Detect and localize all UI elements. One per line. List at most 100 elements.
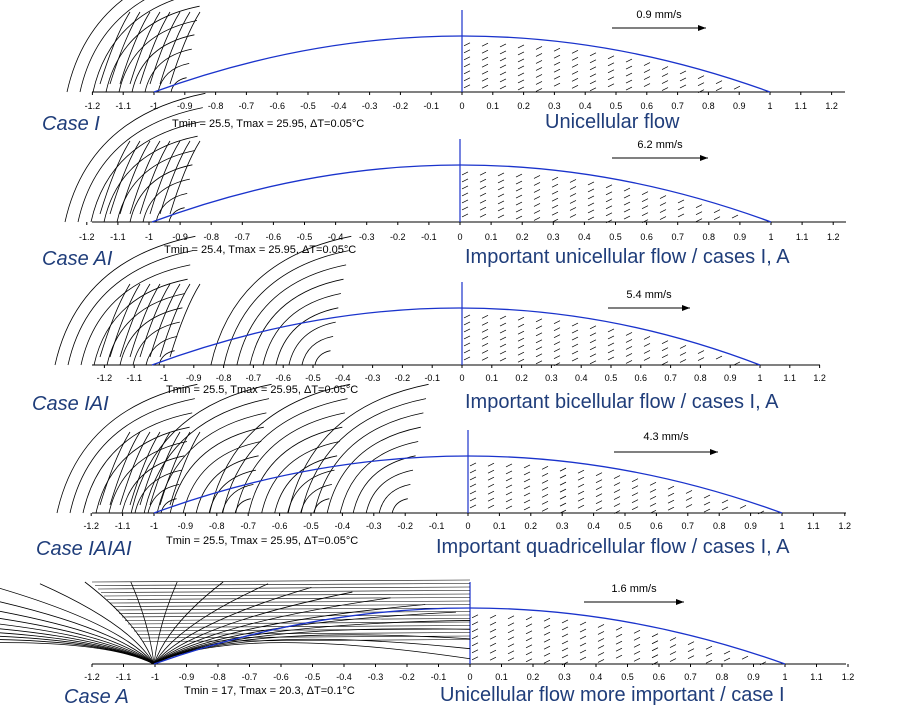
- velocity-vector: [571, 343, 579, 348]
- x-tick-label: 0.8: [716, 672, 729, 682]
- velocity-vector: [543, 631, 551, 636]
- velocity-vector: [461, 185, 469, 190]
- isotherm-line: [300, 398, 427, 514]
- velocity-vector: [481, 314, 489, 319]
- velocity-vector: [479, 199, 487, 204]
- isotherm-line: [99, 140, 131, 215]
- velocity-vector: [535, 67, 543, 71]
- velocity-vector: [533, 217, 541, 221]
- case-label: Case A: [64, 686, 129, 708]
- isotherm-line: [121, 614, 471, 618]
- velocity-field: [463, 42, 741, 93]
- x-tick-label: 1: [768, 232, 773, 242]
- velocity-vector: [499, 43, 507, 48]
- velocity-vector: [461, 213, 469, 218]
- drop-profile-outline: [153, 455, 783, 514]
- isotherm-line: [100, 590, 471, 593]
- panel-5: -1.2 -1.1 -1 -0.9 -0.8 -0.7 -0.6 -0.5 -0.4 -0.3 -0…: [0, 579, 854, 708]
- flow-description-label: Important unicellular flow / cases I, A: [465, 246, 790, 268]
- x-tick-label: -1: [160, 373, 168, 383]
- velocity-vector: [525, 623, 533, 628]
- x-tick-label: 0.3: [548, 101, 561, 111]
- velocity-vector: [481, 77, 489, 82]
- x-tick-label: -0.4: [336, 672, 352, 682]
- velocity-vector: [607, 55, 615, 60]
- velocity-vector: [541, 487, 549, 491]
- velocity-vector: [651, 654, 659, 659]
- velocity-vector: [463, 84, 471, 89]
- velocity-vector: [577, 483, 585, 488]
- velocity-vector: [613, 475, 621, 479]
- velocity-vector: [579, 635, 587, 640]
- velocity-vector: [517, 316, 525, 321]
- x-tick-label: -1.1: [116, 672, 132, 682]
- velocity-vector: [499, 78, 507, 83]
- velocity-vector: [643, 357, 651, 361]
- isotherm-line: [90, 121, 201, 223]
- velocity-vector: [463, 342, 471, 347]
- velocity-vector: [553, 61, 561, 66]
- x-tick-label: 0.3: [545, 373, 558, 383]
- velocity-vector: [463, 49, 471, 54]
- velocity-vector: [589, 360, 597, 365]
- velocity-vector: [615, 654, 623, 659]
- velocity-vector: [481, 63, 489, 68]
- velocity-vector: [615, 633, 623, 638]
- velocity-vector: [517, 65, 525, 70]
- isotherm-line: [235, 412, 345, 514]
- isotherm-line: [153, 620, 471, 665]
- isotherm-line: [149, 140, 181, 215]
- x-tick-label: -0.1: [421, 232, 437, 242]
- velocity-vector: [685, 504, 693, 508]
- isotherm-line: [129, 164, 193, 223]
- velocity-vector: [649, 495, 657, 500]
- velocity-vector: [561, 640, 569, 645]
- isotherm-line: [139, 431, 171, 506]
- velocity-vector: [479, 206, 487, 211]
- flow-description-label: Important quadricellular flow / cases I,…: [436, 536, 790, 558]
- velocity-vector: [469, 490, 477, 495]
- flow-description-label: Unicellular flow more important / case I: [440, 684, 785, 706]
- temperature-range-label: Tmin = 25.5, Tmax = 25.95, ΔT=0.05°C: [166, 535, 358, 547]
- velocity-vector: [499, 50, 507, 55]
- velocity-vector: [651, 640, 659, 645]
- velocity-vector: [677, 199, 685, 204]
- velocity-vector: [463, 42, 471, 47]
- x-tick-label: -0.7: [235, 232, 251, 242]
- velocity-vector: [623, 208, 631, 213]
- x-tick-label: 1.1: [784, 373, 797, 383]
- isotherm-line: [274, 455, 338, 514]
- velocity-vector: [667, 492, 675, 497]
- x-tick-label: 0.3: [556, 521, 569, 531]
- velocity-vector: [605, 212, 613, 217]
- velocity-vector: [499, 357, 507, 362]
- isotherm-line: [143, 398, 270, 514]
- velocity-vector: [561, 633, 569, 638]
- velocity-field: [461, 171, 739, 224]
- velocity-vector: [463, 328, 471, 333]
- velocity-vector: [703, 494, 711, 499]
- velocity-field: [471, 614, 767, 666]
- velocity-vector: [499, 85, 507, 90]
- x-tick-label: 0.7: [684, 672, 697, 682]
- velocity-vector: [589, 346, 597, 351]
- velocity-vector: [499, 322, 507, 327]
- velocity-vector: [625, 72, 633, 77]
- isotherm-line: [80, 264, 191, 366]
- velocity-vector: [533, 189, 541, 193]
- isotherm-line: [156, 412, 267, 514]
- velocity-vector: [517, 337, 525, 342]
- isotherm-line: [99, 11, 131, 85]
- velocity-vector: [641, 191, 649, 195]
- isotherm-line: [106, 597, 471, 600]
- velocity-vector: [715, 87, 723, 92]
- isotherm-line: [159, 283, 191, 358]
- velocity-vector: [679, 345, 687, 349]
- isotherm-line: [84, 581, 155, 665]
- velocity-vector: [517, 44, 525, 49]
- x-tick-label: -0.5: [300, 101, 316, 111]
- temperature-range-label: Tmin = 25.5, Tmax = 25.95, ΔT=0.05°C: [166, 384, 358, 396]
- velocity-vector: [571, 350, 579, 355]
- velocity-vector: [553, 68, 561, 73]
- velocity-vector: [499, 64, 507, 69]
